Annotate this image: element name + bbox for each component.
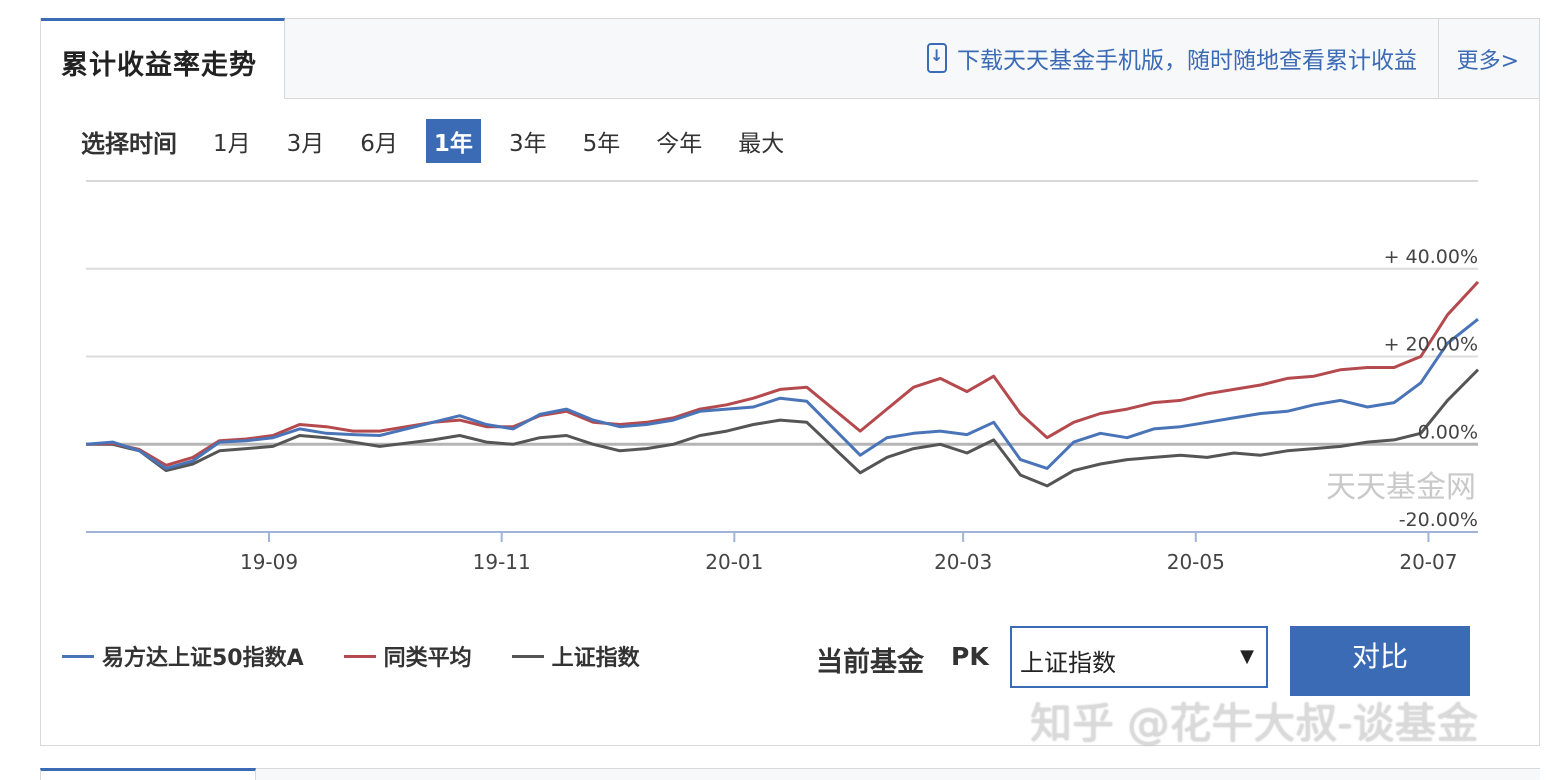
legend-label-index: 上证指数 <box>551 646 640 671</box>
dropdown-arrow-icon: ▼ <box>1240 646 1254 667</box>
return-chart: 天天基金网 + 40.00% + 20.00% 0.00% -20.00% 19-09 19… <box>85 180 1480 574</box>
legend-item-peer-average[interactable]: 同类平均 <box>343 640 472 672</box>
time-option-3m[interactable]: 3月 <box>286 131 325 157</box>
phone-download-icon <box>927 43 947 73</box>
legend-swatch-fund <box>62 654 94 658</box>
download-text: 下载天天基金手机版，随时随地查看累计收益 <box>957 48 1417 74</box>
divider <box>1438 19 1439 98</box>
current-fund-label: 当前基金 <box>816 647 924 678</box>
chart-panel: 累计收益率走势 下载天天基金手机版，随时随地查看累计收益 更多> 选择时间 1月… <box>40 18 1540 746</box>
y-tick-label: 0.00% <box>1418 421 1478 443</box>
series-line <box>86 368 1480 488</box>
x-tick-label: 19-09 <box>240 550 298 574</box>
time-option-5y[interactable]: 5年 <box>582 131 621 157</box>
tab-bar: 累计收益率走势 下载天天基金手机版，随时随地查看累计收益 更多> <box>41 18 1539 99</box>
chart-legend: 易方达上证50指数A 同类平均 上证指数 <box>62 640 680 672</box>
y-tick-label: + 40.00% <box>1384 246 1478 268</box>
time-range-label: 选择时间 <box>81 129 177 158</box>
next-panel-tab[interactable] <box>40 768 256 780</box>
chart-watermark: 天天基金网 <box>1326 470 1476 505</box>
watermark-text: 知乎 @花牛大叔-谈基金 <box>1030 699 1479 748</box>
time-option-max[interactable]: 最大 <box>738 131 785 157</box>
time-range-selector: 选择时间 1月 3月 6月 1年 3年 5年 今年 最大 <box>81 119 812 163</box>
series-line <box>85 318 1479 470</box>
more-link[interactable]: 更多> <box>1456 49 1519 74</box>
compare-select[interactable]: 上证指数 ▼ <box>1010 626 1268 688</box>
pk-label: PK <box>951 642 989 671</box>
series-line <box>85 280 1480 467</box>
y-tick-label: -20.00% <box>1399 509 1478 531</box>
tab-cumulative-return[interactable]: 累计收益率走势 <box>41 18 285 99</box>
next-panel-tabbar <box>256 768 1540 780</box>
x-tick-label: 20-03 <box>934 550 992 574</box>
time-option-3y[interactable]: 3年 <box>508 131 547 157</box>
compare-button[interactable]: 对比 <box>1290 626 1470 696</box>
y-tick-label: + 20.00% <box>1384 334 1478 356</box>
legend-swatch-index <box>511 654 544 658</box>
x-tick-label: 20-07 <box>1399 550 1457 574</box>
compare-select-value: 上证指数 <box>1020 649 1116 677</box>
x-tick-label: 20-05 <box>1167 550 1225 574</box>
time-option-6m[interactable]: 6月 <box>360 131 398 157</box>
tab-title: 累计收益率走势 <box>61 50 257 81</box>
legend-item-fund[interactable]: 易方达上证50指数A <box>62 640 304 672</box>
legend-item-index[interactable]: 上证指数 <box>511 640 640 672</box>
legend-label-fund: 易方达上证50指数A <box>102 646 304 671</box>
legend-label-peer-average: 同类平均 <box>383 646 472 671</box>
time-option-ytd[interactable]: 今年 <box>656 131 703 157</box>
download-app-link[interactable]: 下载天天基金手机版，随时随地查看累计收益 <box>927 41 1417 75</box>
x-tick-label: 20-01 <box>705 550 763 574</box>
time-option-1y[interactable]: 1年 <box>425 119 481 163</box>
x-tick-label: 19-11 <box>473 550 531 574</box>
time-option-1m[interactable]: 1月 <box>213 131 251 157</box>
legend-swatch-peer-average <box>343 654 376 658</box>
